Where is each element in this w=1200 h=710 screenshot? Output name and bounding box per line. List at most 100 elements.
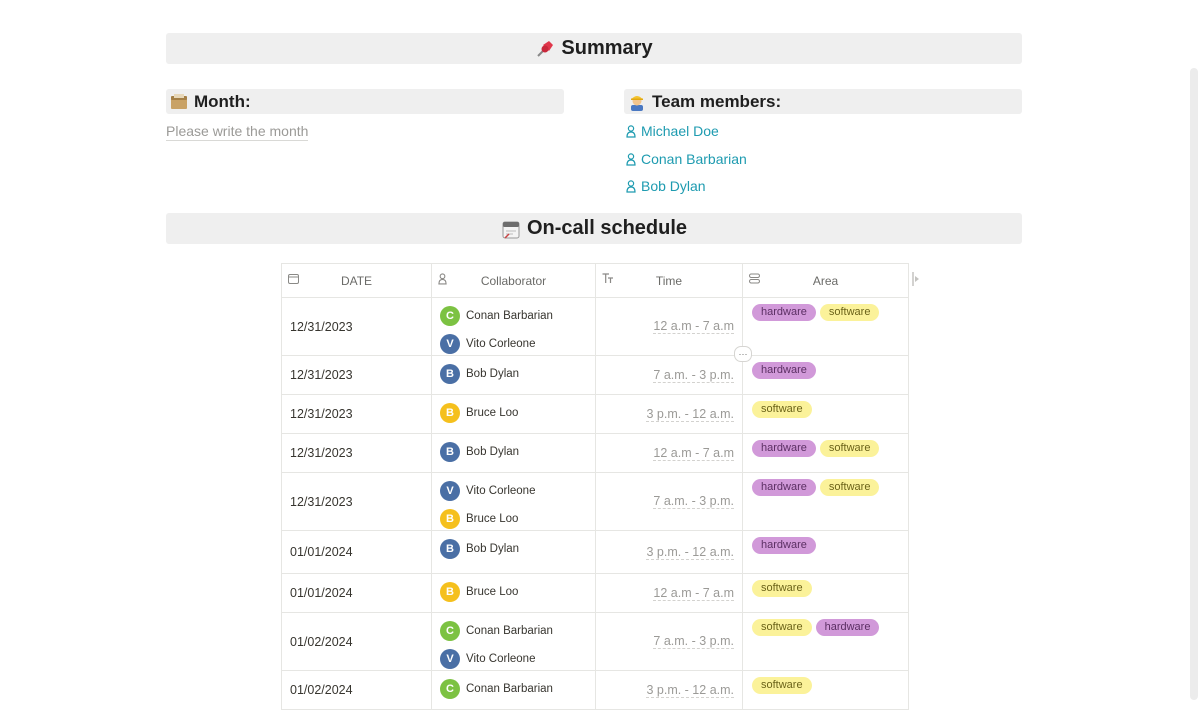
area-cell[interactable]: software	[743, 671, 909, 709]
collaborator[interactable]: C Conan Barbarian	[440, 617, 595, 645]
team-member-link[interactable]: Michael Doe	[626, 123, 719, 139]
area-cell[interactable]: hardware software	[743, 298, 909, 355]
date-cell[interactable]: 12/31/2023	[282, 395, 432, 433]
team-member-name[interactable]: Bob Dylan	[641, 178, 706, 194]
table-row[interactable]: 01/02/2024 C Conan Barbarian V Vito Corleone…	[282, 613, 909, 671]
avatar: B	[440, 442, 460, 462]
team-member-link[interactable]: Conan Barbarian	[626, 151, 747, 167]
collaborator[interactable]: V Vito Corleone	[440, 477, 595, 505]
collaborator-cell[interactable]: C Conan Barbarian	[432, 671, 596, 709]
collaborator[interactable]: C Conan Barbarian	[440, 302, 595, 330]
collaborator-name: Conan Barbarian	[466, 310, 553, 322]
collaborator-cell[interactable]: B Bob Dylan	[432, 356, 596, 394]
time-cell[interactable]: 12 a.m - 7 a.m	[596, 574, 743, 612]
time-value: 3 p.m. - 12 a.m.	[646, 682, 734, 698]
collaborator-cell[interactable]: B Bob Dylan	[432, 531, 596, 573]
page-scrollbar[interactable]	[1190, 68, 1198, 700]
area-cell[interactable]: software	[743, 395, 909, 433]
date-cell[interactable]: 12/31/2023	[282, 434, 432, 472]
area-cell[interactable]: hardware software	[743, 473, 909, 530]
collaborator[interactable]: V Vito Corleone	[440, 330, 595, 358]
area-tag: software	[752, 619, 812, 636]
time-cell[interactable]: 12 a.m - 7 a.m	[596, 434, 743, 472]
time-cell[interactable]: 3 p.m. - 12 a.m.	[596, 531, 743, 573]
table-row[interactable]: 01/01/2024 B Bob Dylan 3 p.m. - 12 a.m. hard…	[282, 531, 909, 574]
month-heading: Month:	[166, 89, 564, 114]
table-row[interactable]: 12/31/2023 B Bruce Loo 3 p.m. - 12 a.m. soft…	[282, 395, 909, 434]
area-cell[interactable]: software	[743, 574, 909, 612]
time-cell[interactable]: 7 a.m. - 3 p.m.	[596, 473, 743, 530]
date-value: 12/31/2023	[290, 407, 353, 421]
team-member-name[interactable]: Conan Barbarian	[641, 151, 747, 167]
collaborator-cell[interactable]: B Bob Dylan	[432, 434, 596, 472]
collaborator-name: Bob Dylan	[466, 368, 520, 380]
avatar: C	[440, 306, 460, 326]
collaborator[interactable]: B Bruce Loo	[440, 578, 595, 606]
team-member-link[interactable]: Bob Dylan	[626, 178, 706, 194]
time-value: 12 a.m - 7 a.m	[653, 319, 734, 334]
table-row[interactable]: 12/31/2023 C Conan Barbarian V Vito Corleone…	[282, 298, 909, 356]
date-cell[interactable]: 01/01/2024	[282, 574, 432, 612]
time-value: 12 a.m - 7 a.m	[653, 445, 734, 461]
team-member-name[interactable]: Michael Doe	[641, 123, 719, 139]
table-row[interactable]: 01/02/2024 C Conan Barbarian 3 p.m. - 12 a.…	[282, 671, 909, 710]
column-header-time[interactable]: Time	[596, 264, 743, 297]
collaborator[interactable]: V Vito Corleone	[440, 645, 595, 673]
table-row[interactable]: 01/01/2024 B Bruce Loo 12 a.m - 7 a.m softwa…	[282, 574, 909, 613]
area-tag: software	[752, 580, 812, 597]
time-value: 7 a.m. - 3 p.m.	[653, 634, 734, 649]
collaborator[interactable]: B Bob Dylan	[440, 360, 595, 388]
avatar: V	[440, 334, 460, 354]
collaborator-cell[interactable]: C Conan Barbarian V Vito Corleone	[432, 298, 596, 355]
time-cell[interactable]: 12 a.m - 7 a.m	[596, 298, 743, 355]
area-tag: software	[819, 440, 880, 457]
collaborator-name: Bruce Loo	[466, 407, 519, 419]
time-cell[interactable]: 3 p.m. - 12 a.m.	[596, 671, 743, 709]
time-cell[interactable]: 7 a.m. - 3 p.m.	[596, 613, 743, 670]
person-icon	[626, 152, 636, 166]
table-row[interactable]: 12/31/2023 B Bob Dylan 12 a.m - 7 a.m hardwa…	[282, 434, 909, 473]
table-row[interactable]: 12/31/2023 B Bob Dylan 7 a.m. - 3 p.m. hardw…	[282, 356, 909, 395]
date-cell[interactable]: 01/01/2024	[282, 531, 432, 573]
area-tag: hardware	[815, 619, 880, 636]
date-value: 01/01/2024	[290, 545, 353, 559]
collaborator-cell[interactable]: C Conan Barbarian V Vito Corleone	[432, 613, 596, 670]
date-cell[interactable]: 01/02/2024	[282, 671, 432, 709]
date-cell[interactable]: 12/31/2023	[282, 356, 432, 394]
collaborator-name: Vito Corleone	[466, 485, 536, 497]
time-value: 3 p.m. - 12 a.m.	[646, 406, 734, 422]
date-value: 01/01/2024	[290, 586, 353, 600]
area-cell[interactable]: hardware	[743, 531, 909, 573]
date-cell[interactable]: 12/31/2023	[282, 473, 432, 530]
area-tag: software	[819, 304, 880, 321]
area-cell[interactable]: hardware	[743, 356, 909, 394]
collaborator-cell[interactable]: B Bruce Loo	[432, 574, 596, 612]
worker-icon	[628, 93, 646, 111]
pushpin-icon	[535, 39, 555, 59]
add-column-handle[interactable]	[912, 272, 920, 289]
column-label: Area	[812, 273, 839, 288]
summary-title: Summary	[561, 37, 653, 59]
time-cell[interactable]: 3 p.m. - 12 a.m.	[596, 395, 743, 433]
area-cell[interactable]: hardware software	[743, 434, 909, 472]
collaborator[interactable]: B Bob Dylan	[440, 438, 595, 466]
column-header-date[interactable]: DATE	[282, 264, 432, 297]
month-input[interactable]: Please write the month	[166, 123, 309, 141]
collaborator-cell[interactable]: B Bruce Loo	[432, 395, 596, 433]
time-cell[interactable]: 7 a.m. - 3 p.m.	[596, 356, 743, 394]
collaborator[interactable]: B Bruce Loo	[440, 399, 595, 427]
collaborator[interactable]: C Conan Barbarian	[440, 675, 595, 703]
column-header-area[interactable]: Area	[743, 264, 909, 297]
date-cell[interactable]: 01/02/2024	[282, 613, 432, 670]
collaborator[interactable]: B Bruce Loo	[440, 505, 595, 533]
row-menu-button[interactable]: ···	[734, 346, 752, 362]
column-header-collaborator[interactable]: Collaborator	[432, 264, 596, 297]
table-row[interactable]: 12/31/2023 V Vito Corleone B Bruce Loo 7 a.m.…	[282, 473, 909, 531]
area-cell[interactable]: software hardware	[743, 613, 909, 670]
calendar-icon	[501, 219, 521, 239]
text-column-icon	[602, 273, 614, 287]
collaborator[interactable]: B Bob Dylan	[440, 535, 595, 563]
collaborator-cell[interactable]: V Vito Corleone B Bruce Loo	[432, 473, 596, 530]
time-value: 3 p.m. - 12 a.m.	[646, 544, 734, 560]
date-cell[interactable]: 12/31/2023	[282, 298, 432, 355]
